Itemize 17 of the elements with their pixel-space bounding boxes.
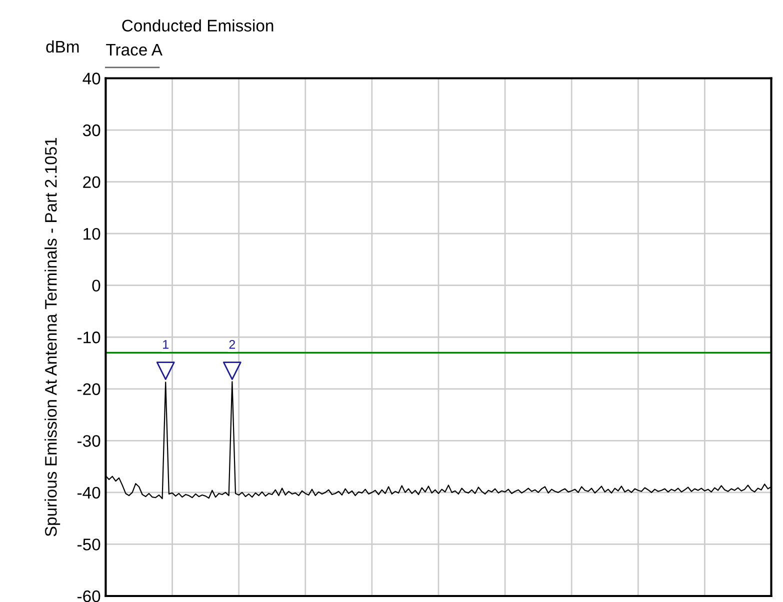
y-tick-label: -50: [78, 538, 100, 550]
y-tick-label: 40: [82, 72, 100, 84]
y-tick-label: 20: [83, 176, 100, 188]
chart-title: Conducted Emission: [122, 19, 274, 32]
y-tick-label: 30: [82, 124, 100, 136]
y-tick-label: -60: [78, 590, 100, 602]
y-axis-title: Spurious Emission At Antenna Terminals - Part 2.1051: [44, 138, 60, 536]
series-label: 2: [229, 340, 236, 349]
y-tick-label: -40: [78, 486, 100, 499]
y-tick-label: -20: [78, 383, 100, 396]
text: dBm: [46, 40, 79, 53]
series-label: 1: [163, 340, 168, 349]
y-tick-label: 0: [92, 280, 100, 292]
y-tick-label: -10: [78, 332, 100, 344]
text: Trace A: [106, 44, 162, 56]
y-tick-label: 10: [84, 228, 100, 240]
y-tick-label: -30: [78, 435, 100, 447]
